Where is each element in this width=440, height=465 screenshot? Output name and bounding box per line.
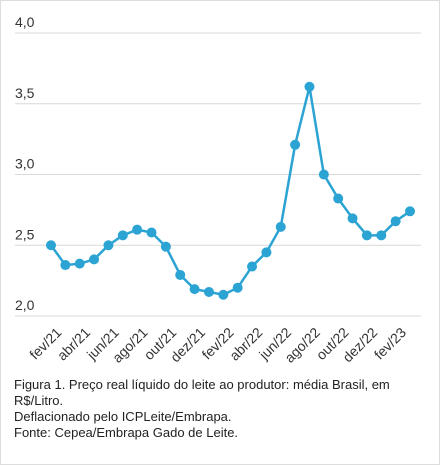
point (117, 230, 128, 241)
chart: 2,02,53,03,54,0fev/21abr/21jun/21ago/21o… (15, 14, 421, 366)
y-tick-label: 2,5 (15, 226, 35, 242)
y-tick-label: 3,5 (15, 85, 35, 101)
point (405, 206, 415, 217)
point (160, 241, 171, 252)
y-tick-label: 3,0 (15, 156, 35, 172)
caption-line: Deflacionado pelo ICPLeite/Embrapa. (14, 409, 232, 424)
point (304, 81, 315, 92)
point (46, 240, 56, 251)
point (203, 286, 214, 297)
point (74, 258, 85, 269)
x-tick-label: fev/23 (371, 324, 409, 362)
x-tick-label: abr/22 (226, 324, 266, 364)
point (347, 213, 358, 224)
caption-line: Figura 1. Preço real líquido do leite ao… (14, 377, 390, 408)
point (318, 169, 329, 180)
point (333, 193, 344, 204)
caption: Figura 1. Preço real líquido do leite ao… (14, 377, 429, 441)
point (390, 216, 401, 227)
point (376, 230, 387, 241)
point (290, 139, 301, 150)
point (146, 227, 157, 238)
point (361, 230, 372, 241)
point (218, 289, 229, 300)
point (189, 284, 200, 295)
point (247, 261, 258, 272)
point (89, 254, 100, 265)
point (275, 221, 286, 232)
caption-line: Fonte: Cepea/Embrapa Gado de Leite. (14, 425, 239, 440)
x-tick-label: abr/21 (54, 324, 94, 364)
point (132, 224, 143, 235)
line (49, 86, 411, 297)
point (232, 282, 243, 293)
y-tick-label: 2,0 (15, 297, 35, 313)
point (261, 247, 272, 258)
point (175, 269, 186, 280)
point (60, 260, 71, 271)
point (103, 240, 114, 251)
y-tick-label: 4,0 (15, 14, 35, 30)
